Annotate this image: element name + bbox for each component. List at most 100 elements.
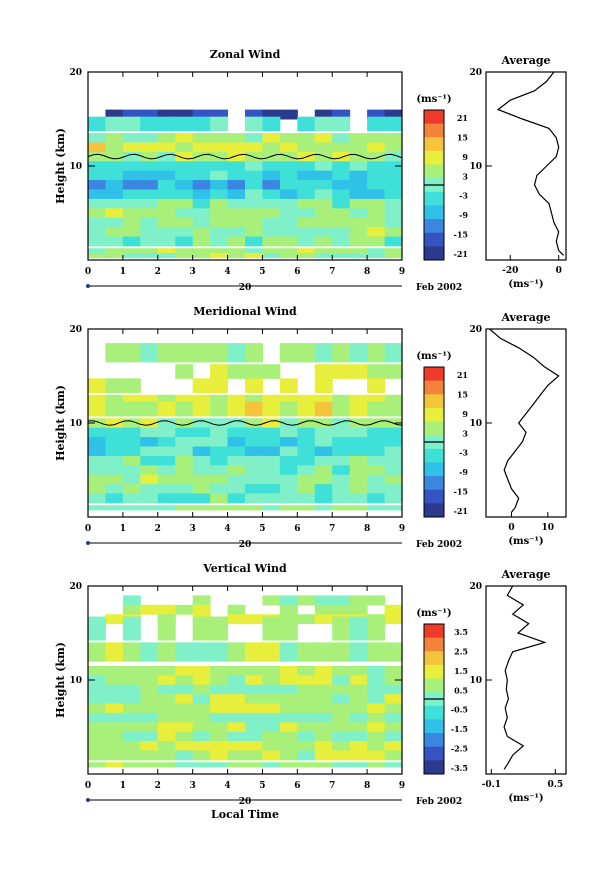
heatmap-cell (245, 741, 263, 751)
average-frame (485, 328, 567, 518)
heatmap-cell (349, 252, 368, 259)
heatmap-cell (227, 731, 246, 742)
heatmap-cell (314, 675, 333, 686)
x-tick-label: 7 (329, 781, 335, 791)
x-tick-label: 3 (190, 267, 196, 277)
heatmap-cell (297, 161, 316, 172)
avg-y-tick-label: 20 (469, 582, 482, 592)
avg-y-tick-label: 10 (469, 419, 482, 429)
heatmap-cell (367, 731, 386, 742)
heatmap-cell (122, 465, 141, 476)
heatmap-cell (192, 684, 211, 695)
heatmap-cell (332, 418, 351, 429)
heatmap-cell (297, 116, 316, 132)
heatmap-cell (332, 248, 351, 254)
heatmap-cell (297, 455, 316, 466)
heatmap-cell (227, 446, 246, 457)
heatmap-cell (105, 731, 124, 742)
heatmap-cell (349, 616, 368, 641)
colorbar-swatch (424, 137, 444, 152)
heatmap-cell (384, 493, 403, 504)
colorbar-label: -3.5 (451, 763, 468, 773)
heatmap-cell (122, 252, 141, 259)
heatmap-cell (175, 750, 194, 761)
average-title: Average (500, 311, 550, 324)
heatmap-cell (105, 343, 124, 363)
heatmap-cell (122, 427, 141, 438)
heatmap-cell (175, 343, 194, 363)
x-tick-label: 8 (364, 267, 370, 277)
heatmap-cell (367, 446, 386, 457)
heatmap-cell (349, 161, 368, 172)
date-marker (86, 798, 90, 802)
heatmap-cell (279, 418, 298, 429)
heatmap-cell (367, 505, 386, 511)
heatmap-cell (262, 248, 281, 254)
heatmap-cell (140, 712, 159, 723)
heatmap-cell (157, 694, 176, 704)
colorbar-swatch (424, 719, 444, 734)
heatmap-cell (210, 750, 229, 761)
heatmap-cell (349, 684, 368, 695)
heatmap-cell (332, 208, 351, 219)
heatmap-cell (367, 694, 386, 704)
heatmap-cell (157, 684, 176, 695)
heatmap-cell (279, 731, 298, 742)
heatmap-cell (279, 604, 298, 615)
heatmap-cell (332, 722, 351, 733)
heatmap-cell (384, 446, 403, 457)
heatmap-cell (262, 198, 281, 209)
heatmap-cell (332, 116, 351, 132)
heatmap-cell (157, 189, 176, 200)
heatmap-cell (332, 437, 351, 447)
heatmap-cell (105, 418, 124, 429)
heatmap-cell (245, 762, 263, 768)
heatmap-cell (122, 446, 141, 457)
heatmap-cell (262, 142, 281, 153)
heatmap-cell (297, 595, 316, 606)
heatmap-cell (157, 762, 176, 768)
heatmap-cell (349, 455, 368, 466)
heatmap-cell (349, 474, 368, 485)
heatmap-cell (367, 248, 386, 254)
heatmap-cell (314, 437, 333, 447)
heatmap-cell (157, 161, 176, 172)
heatmap-cell (245, 437, 263, 447)
heatmap-cell (279, 474, 298, 485)
heatmap-cell (367, 418, 386, 429)
heatmap-cell (367, 750, 386, 761)
heatmap-cell (88, 642, 106, 662)
heatmap-cell (314, 343, 333, 363)
heatmap-cell (314, 694, 333, 704)
heatmap-cell (227, 227, 246, 237)
heatmap-cell (175, 455, 194, 466)
heatmap-cell (332, 142, 351, 153)
average-profile (489, 328, 560, 513)
heatmap-cell (367, 642, 386, 662)
heatmap-cell (367, 109, 386, 120)
heatmap-cell (210, 189, 229, 200)
heatmap-cell (105, 180, 124, 190)
heatmap-cell (262, 465, 281, 476)
heatmap-cell (192, 642, 211, 662)
heatmap-cell (314, 364, 333, 379)
heatmap-cell (122, 208, 141, 219)
heatmap-cell (192, 142, 211, 153)
heatmap-cell (314, 505, 333, 511)
heatmap-cell (122, 401, 141, 417)
heatmap-cell (367, 198, 386, 209)
heatmap-cell (349, 484, 368, 494)
heatmap-cell (175, 151, 194, 162)
heatmap-cell (349, 465, 368, 476)
heatmap-cell (245, 418, 263, 429)
heatmap-cell (349, 741, 368, 751)
heatmap-cell (140, 437, 159, 447)
heatmap-cell (157, 741, 176, 751)
heatmap-cell (122, 675, 141, 686)
colorbar-swatch (424, 624, 444, 639)
heatmap-cell (140, 427, 159, 438)
colorbar-label: -3 (459, 448, 468, 458)
heatmap-cell (122, 109, 141, 120)
heatmap-cell (262, 493, 281, 504)
